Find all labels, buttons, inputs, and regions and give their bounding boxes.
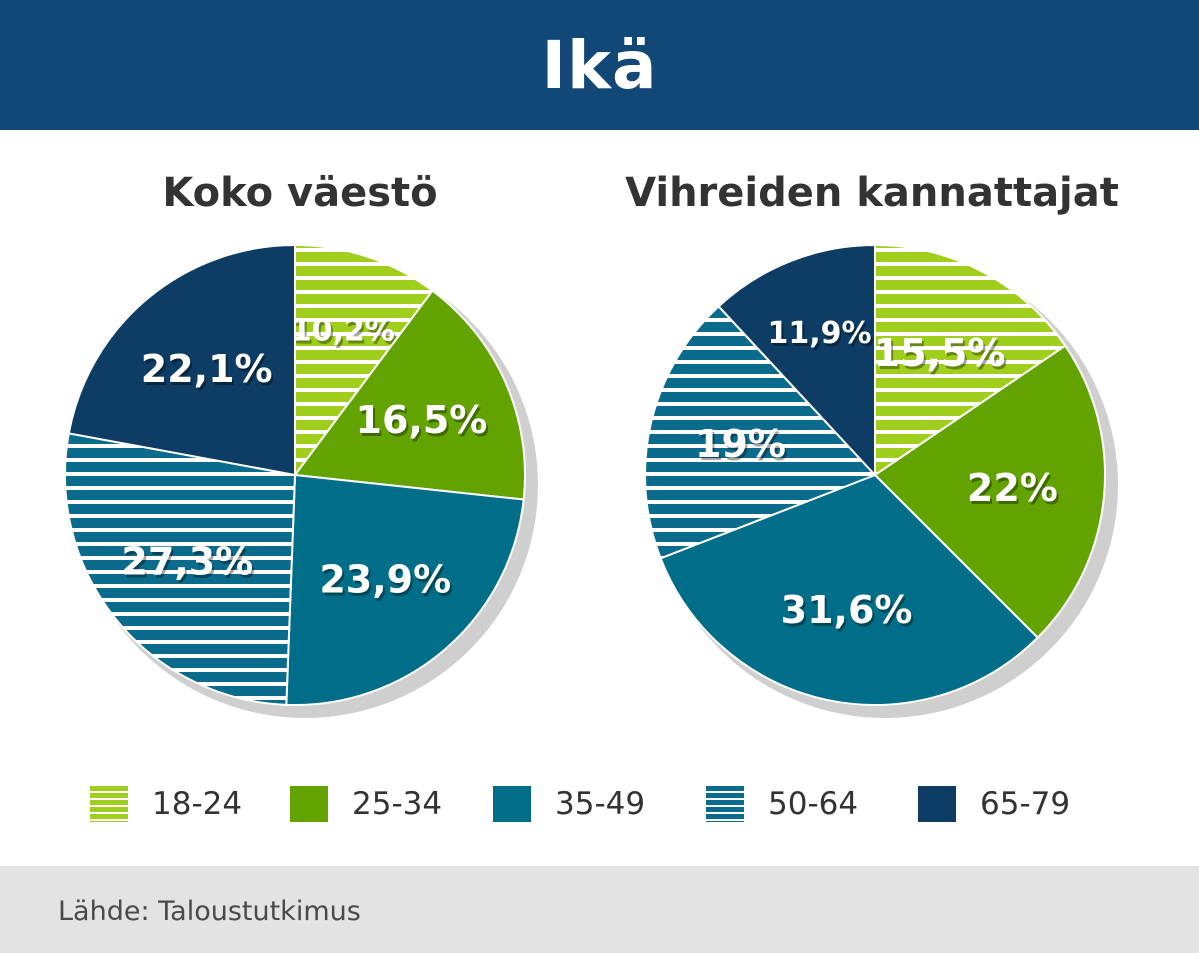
left-label-shadow-65-79: 22,1%	[143, 350, 275, 394]
legend-label: 65-79	[980, 786, 1071, 822]
legend-label: 50-64	[768, 786, 859, 822]
right-label-shadow-25-34: 22%	[969, 469, 1060, 513]
left-label-18-24: 10,2%	[291, 313, 395, 348]
legend: 18-24 25-34 35-49 50-64 65-79	[0, 784, 1199, 824]
right-label-shadow-50-64: 19%	[697, 425, 788, 469]
legend-item-25-34: 25-34	[290, 784, 442, 824]
left-slice-65-79	[67, 243, 296, 477]
right-slice-25-34	[873, 344, 1106, 640]
right-slice-35-49	[659, 473, 1040, 706]
legend-swatch-65-79	[918, 786, 956, 822]
right-label-18-24: 15,5%	[874, 331, 1006, 375]
page-title: Ikä	[541, 26, 658, 104]
left-label-35-49: 23,9%	[319, 557, 451, 601]
right-label-shadow-65-79: 11,9%	[770, 319, 874, 354]
chart-title-left: Koko väestö	[162, 170, 438, 216]
left-label-shadow-50-64: 27,3%	[123, 542, 255, 586]
legend-label: 18-24	[152, 786, 243, 822]
left-slice-25-34	[293, 289, 526, 501]
right-label-35-49: 31,6%	[781, 588, 913, 632]
legend-item-18-24: 18-24	[90, 784, 242, 824]
right-slice-65-79	[717, 243, 876, 478]
right-label-shadow-35-49: 31,6%	[783, 591, 915, 635]
left-label-shadow-35-49: 23,9%	[321, 560, 453, 604]
header-bar: Ikä	[0, 0, 1199, 130]
left-label-65-79: 22,1%	[141, 347, 273, 391]
pie-chart-right: 15,5%15,5%22%22%31,6%31,6%19%19%11,9%11,…	[644, 243, 1118, 718]
right-label-shadow-18-24: 15,5%	[876, 334, 1008, 378]
source-text: Lähde: Taloustutkimus	[58, 896, 361, 927]
right-label-65-79: 11,9%	[768, 316, 872, 351]
right-label-50-64: 19%	[695, 422, 786, 466]
legend-swatch-25-34	[290, 786, 328, 822]
left-label-50-64: 27,3%	[121, 539, 253, 583]
legend-swatch-18-24	[90, 786, 128, 822]
left-label-25-34: 16,5%	[356, 398, 488, 442]
legend-label: 25-34	[352, 786, 443, 822]
left-slice-50-64	[64, 432, 297, 706]
left-label-shadow-25-34: 16,5%	[358, 401, 490, 445]
pie-chart-left: 10,2%10,2%16,5%16,5%23,9%23,9%27,3%27,3%…	[64, 243, 538, 718]
chart-title-right: Vihreiden kannattajat	[625, 170, 1119, 216]
footer-bar: Lähde: Taloustutkimus	[0, 866, 1199, 953]
right-slice-50-64	[644, 304, 877, 560]
legend-item-35-49: 35-49	[493, 784, 645, 824]
legend-swatch-50-64	[706, 786, 744, 822]
left-slice-35-49	[285, 473, 525, 706]
legend-item-50-64: 50-64	[706, 784, 858, 824]
left-slice-18-24	[294, 243, 434, 479]
legend-label: 35-49	[555, 786, 646, 822]
left-label-shadow-18-24: 10,2%	[293, 316, 397, 351]
legend-swatch-35-49	[493, 786, 531, 822]
legend-item-65-79: 65-79	[918, 784, 1070, 824]
right-slice-18-24	[874, 243, 1067, 477]
right-label-25-34: 22%	[967, 466, 1058, 510]
